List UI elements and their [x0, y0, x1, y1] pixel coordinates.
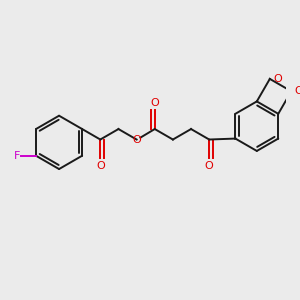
Text: O: O	[205, 161, 214, 171]
Text: F: F	[14, 151, 20, 161]
Text: O: O	[132, 134, 141, 145]
Text: O: O	[96, 161, 105, 171]
Text: O: O	[150, 98, 159, 108]
Text: O: O	[273, 74, 282, 84]
Text: O: O	[295, 86, 300, 96]
